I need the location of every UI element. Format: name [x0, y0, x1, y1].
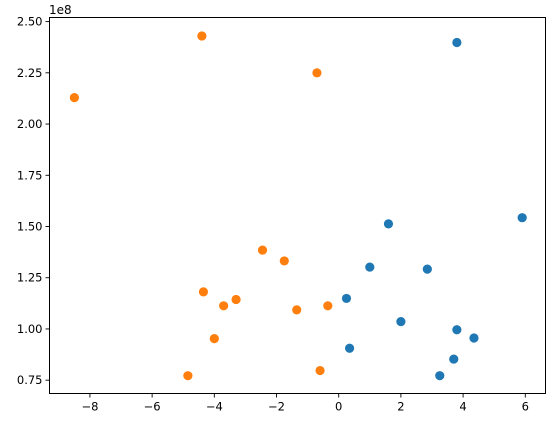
x-tick-label: 4	[459, 400, 466, 414]
y-tick-label: 1.00	[17, 322, 43, 336]
plot-frame	[49, 17, 546, 394]
scatter-point-series1-4	[365, 262, 375, 272]
scatter-point-series2-10	[292, 305, 302, 315]
y-tick-label: 1.25	[17, 271, 43, 285]
scatter-point-series1-6	[341, 293, 352, 304]
y-offset-label: 1e8	[49, 3, 72, 17]
scatter-point-series1-9	[469, 333, 479, 343]
scatter-point-series2-2	[312, 68, 322, 78]
x-tick-label: 0	[335, 400, 342, 414]
scatter-point-series1-8	[452, 325, 462, 335]
scatter-point-series1-3	[383, 219, 394, 229]
y-tick-label: 1.50	[17, 220, 43, 234]
scatter-point-series1-7	[396, 316, 406, 327]
scatter-point-series1-2	[517, 213, 527, 223]
y-tick-label: 2.00	[17, 117, 43, 131]
y-tick-label: 2.50	[17, 15, 43, 29]
x-tick-label: −8	[81, 400, 98, 414]
x-tick-label: 2	[397, 400, 404, 414]
y-tick-label: 1.75	[17, 168, 43, 182]
y-tick-label: 2.25	[17, 66, 43, 80]
y-tick-label: 0.75	[17, 373, 43, 387]
ticks-layer: −8 −6 −4 −2 0 2 4 6 0.75 1.00 1.25 1.50 1.75 2.00 2.25…	[17, 15, 529, 414]
scatter-point-series2-13	[183, 371, 193, 381]
scatter-point-series2-6	[198, 287, 209, 297]
x-tick-label: −2	[268, 400, 285, 414]
scatter-point-series2-11	[209, 333, 219, 344]
points-layer	[69, 31, 527, 381]
scatter-point-series1-10	[344, 343, 355, 353]
x-tick-label: −6	[144, 400, 161, 414]
scatter-point-series2-8	[219, 301, 229, 311]
scatter-point-series2-9	[323, 301, 333, 311]
scatter-point-series2-7	[231, 294, 241, 305]
scatter-point-series2-4	[257, 245, 268, 255]
scatter-point-series1-1	[452, 37, 462, 48]
scatter-point-series1-11	[449, 354, 459, 364]
scatter-point-series1-12	[435, 371, 445, 381]
scatter-point-series2-12	[315, 365, 325, 376]
x-tick-label: −4	[206, 400, 223, 414]
x-tick-label: 6	[522, 400, 529, 414]
scatter-point-series2-1	[197, 31, 207, 41]
scatter-point-series1-5	[422, 264, 432, 274]
scatter-point-series2-5	[279, 256, 289, 266]
scatter-point-series2-3	[69, 93, 79, 103]
